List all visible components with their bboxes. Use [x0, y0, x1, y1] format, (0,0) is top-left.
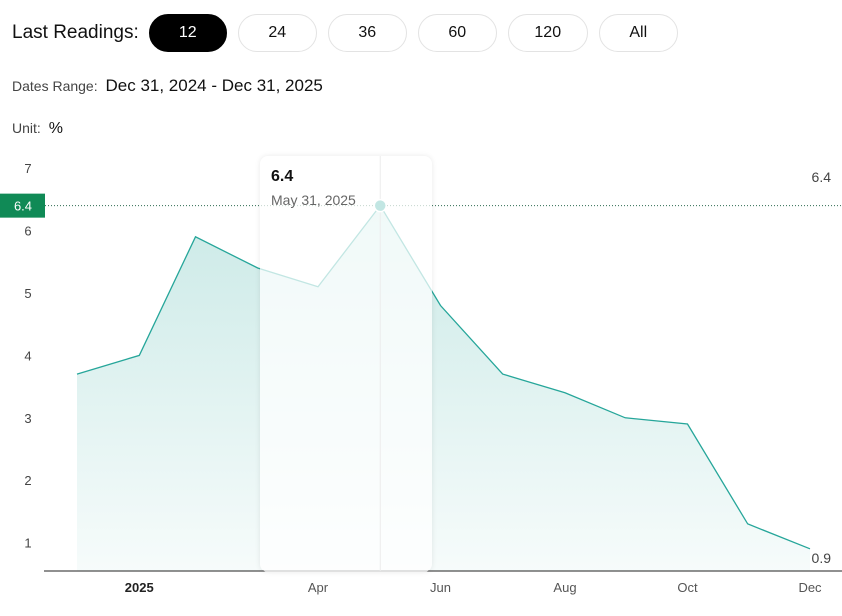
- dates-range-label: Dates Range:: [12, 78, 98, 94]
- y-tick-label: 3: [24, 411, 31, 426]
- last-value-label: 0.9: [812, 550, 832, 566]
- unit-label: Unit:: [12, 120, 41, 136]
- tooltip-value: 6.4: [271, 168, 294, 185]
- range-button-120[interactable]: 120: [507, 14, 588, 52]
- series-line: [76, 204, 811, 550]
- range-button-all[interactable]: All: [598, 14, 678, 52]
- chart-tooltip: 6.4 May 31, 2025: [260, 156, 432, 572]
- readings-toolbar: Last Readings: 12 24 36 60 120 All: [12, 13, 689, 53]
- x-tick-label: Apr: [308, 580, 329, 595]
- last-readings-label: Last Readings:: [12, 22, 139, 43]
- x-tick-label: Oct: [677, 580, 698, 595]
- unit-row: Unit: %: [12, 120, 63, 138]
- range-button-24[interactable]: 24: [237, 14, 317, 52]
- x-tick-label: Jun: [430, 580, 451, 595]
- range-button-12[interactable]: 12: [148, 14, 227, 52]
- crosshair-value-text: 6.4: [14, 199, 32, 214]
- y-tick-label: 6: [24, 224, 31, 239]
- y-tick-label: 7: [24, 161, 31, 176]
- y-tick-label: 2: [24, 473, 31, 488]
- series-area: [77, 205, 810, 571]
- range-button-60[interactable]: 60: [417, 14, 497, 52]
- dates-range-value: Dec 31, 2024 - Dec 31, 2025: [105, 76, 323, 95]
- crosshair-value-badge: [0, 193, 45, 218]
- x-tick-label: Aug: [553, 580, 576, 595]
- dates-range: Dates Range: Dec 31, 2024 - Dec 31, 2025: [12, 76, 323, 96]
- y-tick-label: 4: [24, 348, 31, 363]
- y-tick-label: 1: [24, 536, 31, 551]
- y-tick-label: 5: [24, 286, 31, 301]
- right-value-label: 6.4: [812, 169, 832, 185]
- range-button-36[interactable]: 36: [327, 14, 407, 52]
- tooltip-date: May 31, 2025: [271, 192, 356, 208]
- range-button-group: 12 24 36 60 120 All: [148, 14, 689, 52]
- unit-value: %: [48, 120, 63, 137]
- x-tick-label: Dec: [798, 580, 822, 595]
- x-tick-label: 2025: [125, 580, 154, 595]
